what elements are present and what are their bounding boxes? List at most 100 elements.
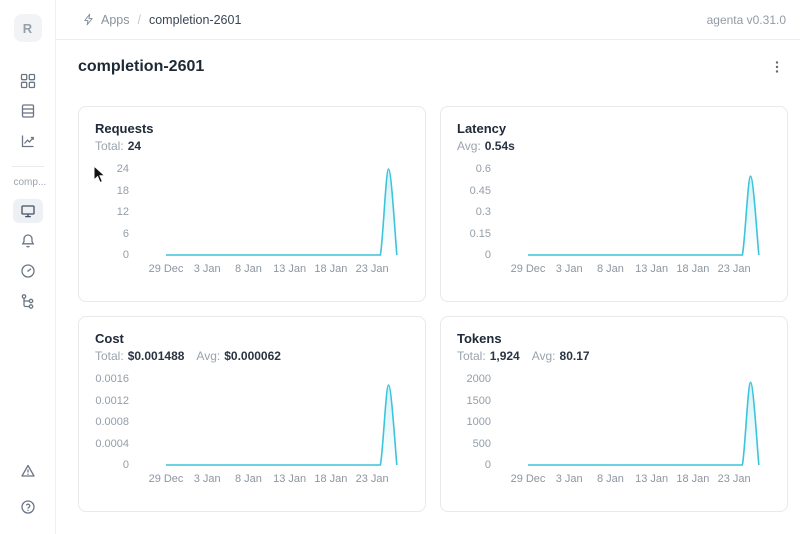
stat-value: 24 [127, 139, 142, 153]
stat: Total: 24 [95, 139, 141, 153]
card-stats: Total: 1,924 Avg: 80.17 [457, 349, 771, 363]
stat: Avg: 80.17 [532, 349, 590, 363]
y-tick-label: 0.15 [469, 227, 491, 240]
x-axis: 29 Dec 3 Jan 8 Jan 13 Jan 18 Jan 23 Jan [139, 473, 409, 489]
x-tick-label: 13 Jan [635, 473, 669, 485]
y-tick-label: 0 [122, 249, 129, 261]
card-stats: Total: $0.001488 Avg: $0.000062 [95, 349, 409, 363]
y-tick-label: 0.45 [469, 184, 491, 197]
y-tick-label: 24 [116, 163, 129, 175]
plot-area [501, 373, 771, 470]
stat-value: 0.54s [484, 139, 515, 153]
x-tick-label: 23 Jan [717, 473, 751, 485]
stat: Avg: 0.54s [457, 139, 515, 153]
chart-area-fill [166, 169, 397, 255]
page-title: completion-2601 [78, 58, 205, 75]
chart-area-fill [166, 385, 397, 465]
stat-label: Avg: [531, 349, 556, 363]
x-tick-label: 3 Jan [555, 473, 583, 485]
stat-label: Total: [457, 349, 486, 363]
workspace-avatar[interactable]: R [13, 14, 42, 42]
chart-line [528, 176, 759, 255]
gauge-icon[interactable] [13, 259, 43, 283]
trace-tree-icon[interactable] [13, 289, 43, 313]
chart-trend-icon[interactable] [13, 129, 43, 153]
stat-value: 80.17 [559, 349, 590, 363]
card-title: Cost [95, 331, 124, 346]
x-tick-label: 13 Jan [273, 473, 307, 485]
x-tick-label: 8 Jan [234, 263, 262, 275]
x-tick-label: 23 Jan [355, 473, 389, 485]
table-icon[interactable] [13, 99, 43, 123]
metric-card: Cost Total: $0.001488 Avg: $0.000062 0.0016… [78, 316, 426, 512]
x-axis: 29 Dec 3 Jan 8 Jan 13 Jan 18 Jan 23 Jan [139, 263, 409, 279]
y-tick-label: 0 [484, 249, 491, 261]
y-axis: 2000 1500 1000 500 0 [457, 373, 501, 471]
chart: 24 18 12 6 0 [95, 163, 409, 261]
x-tick-label: 29 Dec [510, 263, 546, 275]
sidebar: R comp... [0, 0, 56, 534]
stat: Total: $0.001488 [95, 349, 184, 363]
x-axis: 29 Dec 3 Jan 8 Jan 13 Jan 18 Jan 23 Jan [501, 263, 771, 279]
card-stats: Avg: 0.54s [457, 139, 771, 153]
charts-grid: Requests Total: 24 24 18 12 6 0 29 Dec 3 Jan 8 … [78, 106, 788, 512]
x-tick-label: 29 Dec [148, 263, 184, 275]
plot-area [501, 163, 771, 260]
area-chart-svg [166, 163, 409, 260]
sidebar-divider [11, 166, 44, 167]
breadcrumb-apps-link[interactable]: Apps [82, 13, 130, 27]
stat-label: Total: [95, 349, 124, 363]
x-tick-label: 18 Jan [314, 473, 348, 485]
x-tick-label: 8 Jan [596, 263, 624, 275]
stat: Total: 1,924 [457, 349, 520, 363]
bell-icon[interactable] [13, 229, 43, 253]
y-tick-label: 12 [116, 206, 129, 218]
breadcrumb: Apps / completion-2601 [82, 13, 241, 27]
chart-line [528, 382, 759, 465]
monitor-icon[interactable] [12, 199, 43, 223]
x-tick-label: 8 Jan [234, 473, 262, 485]
sidebar-bottom [13, 456, 43, 522]
breadcrumb-apps-label: Apps [101, 12, 130, 27]
y-tick-label: 500 [472, 437, 491, 450]
card-title: Requests [95, 121, 154, 136]
stat-label: Avg: [196, 349, 221, 363]
card-stats: Total: 24 [95, 139, 409, 153]
x-tick-label: 18 Jan [314, 263, 348, 275]
kebab-menu-icon[interactable] [766, 56, 788, 78]
chart: 2000 1500 1000 500 0 [457, 373, 771, 471]
y-axis: 0.6 0.45 0.3 0.15 0 [457, 163, 501, 261]
stat-value: 1,924 [489, 349, 520, 363]
stat-value: $0.001488 [127, 349, 185, 363]
stat-label: Avg: [457, 139, 481, 153]
metric-card: Tokens Total: 1,924 Avg: 80.17 2000 1500 1000… [440, 316, 788, 512]
y-tick-label: 0.0012 [95, 394, 129, 407]
plot-area [139, 163, 409, 260]
page-content: completion-2601 Requests Total: 24 24 18 12… [56, 40, 800, 534]
plot-area [139, 373, 409, 470]
chart-line [166, 385, 397, 465]
x-tick-label: 29 Dec [510, 473, 546, 485]
area-chart-svg [528, 163, 771, 260]
version-label: agenta v0.31.0 [706, 12, 786, 27]
y-tick-label: 0.0016 [95, 373, 129, 385]
y-tick-label: 1000 [466, 416, 491, 428]
y-tick-label: 0.0004 [95, 437, 129, 450]
area-chart-svg [166, 373, 409, 470]
chart: 0.6 0.45 0.3 0.15 0 [457, 163, 771, 261]
alert-triangle-icon[interactable] [13, 459, 43, 483]
x-axis: 29 Dec 3 Jan 8 Jan 13 Jan 18 Jan 23 Jan [501, 473, 771, 489]
title-row: completion-2601 [78, 56, 788, 78]
top-bar: Apps / completion-2601 agenta v0.31.0 [56, 0, 800, 40]
apps-grid-icon[interactable] [13, 69, 43, 93]
breadcrumb-current: completion-2601 [148, 12, 242, 27]
help-circle-icon[interactable] [13, 495, 43, 519]
x-tick-label: 13 Jan [635, 263, 669, 275]
x-tick-label: 3 Jan [555, 263, 583, 275]
chart-area-fill [528, 382, 759, 465]
stat-value: $0.000062 [224, 349, 281, 363]
y-tick-label: 0.3 [475, 206, 491, 218]
x-tick-label: 8 Jan [596, 473, 624, 485]
y-tick-label: 0.0008 [95, 416, 129, 428]
metric-card: Latency Avg: 0.54s 0.6 0.45 0.3 0.15 0 29 Dec… [440, 106, 788, 302]
